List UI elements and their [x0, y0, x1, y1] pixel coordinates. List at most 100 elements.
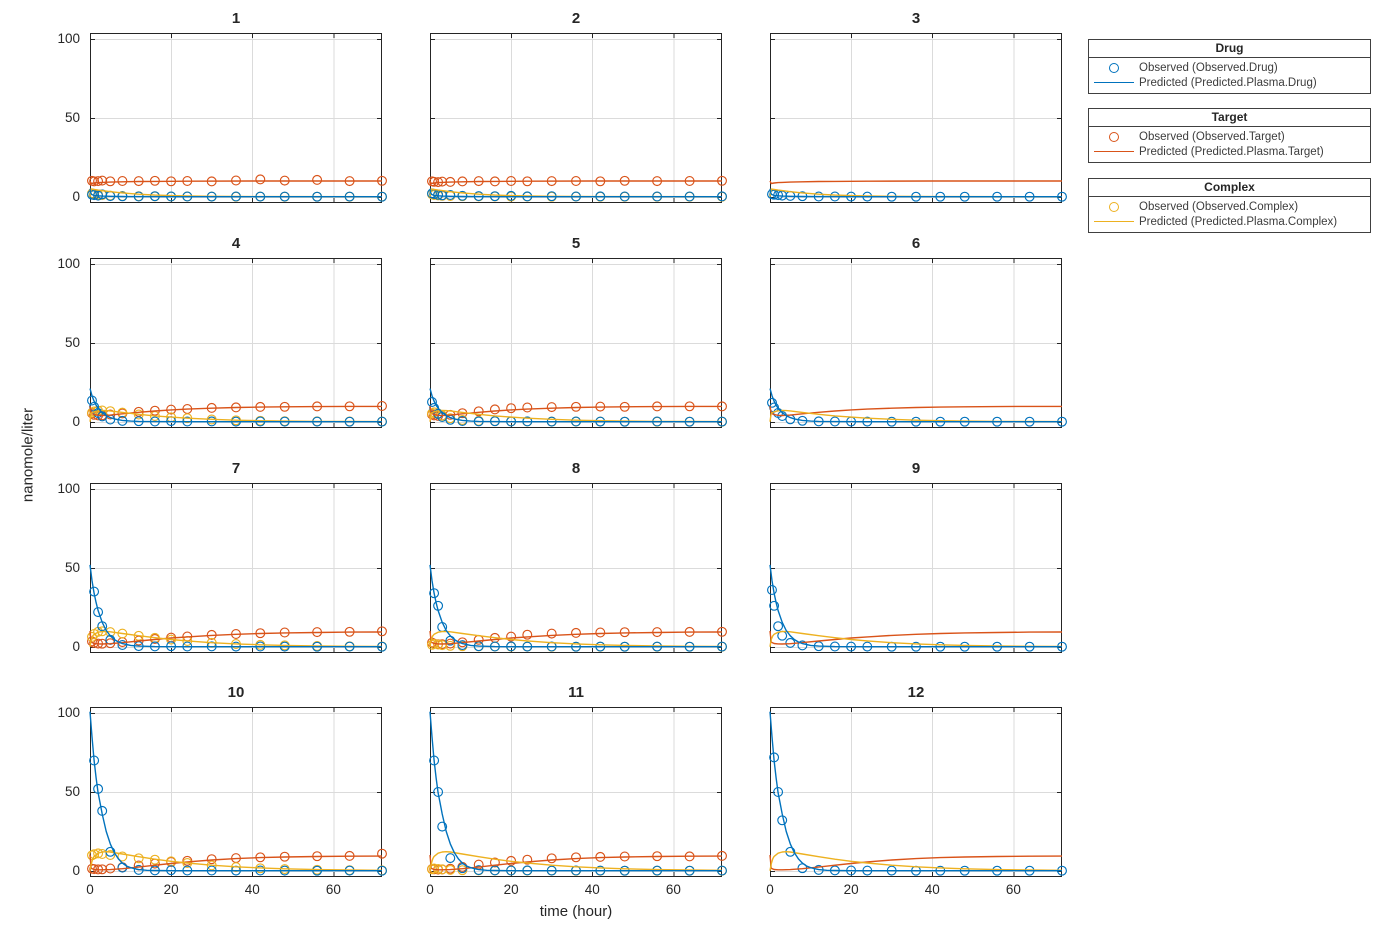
y-axis-label: nanomole/liter: [19, 407, 37, 503]
predicted-line-icon: [1094, 82, 1134, 83]
subplot-11-observed-drug: [429, 755, 727, 876]
grid-lines: [430, 33, 722, 203]
subplot-7-title: 7: [231, 460, 241, 477]
grid-lines: [770, 707, 1062, 877]
grid-lines: [90, 707, 382, 877]
predicted-line-icon: [1094, 151, 1134, 152]
subplot-1-plot: [87, 33, 387, 203]
grid-lines: [90, 483, 382, 653]
legend-entry-label: Predicted (Predicted.Plasma.Complex): [1139, 215, 1338, 228]
y-tick-label: 50: [64, 560, 80, 575]
x-tick-label: 0: [766, 882, 774, 897]
x-tick-label: 60: [325, 882, 341, 897]
legend-drug: Drug Observed (Observed.Drug) Predicted (P…: [1088, 39, 1371, 94]
y-tick-label: 100: [57, 256, 80, 272]
subplot-10-predicted-drug: [89, 711, 382, 872]
subplot-5-plot: [427, 258, 727, 428]
grid-lines: [430, 258, 722, 428]
x-tick-label: 40: [244, 882, 260, 897]
subplot-1-title: 1: [231, 10, 241, 27]
x-tick-label: 0: [86, 882, 94, 897]
x-tick-label: 0: [426, 882, 434, 897]
x-axis-label: time (hour): [539, 903, 613, 920]
subplot-8-predicted-drug: [429, 564, 722, 648]
subplot-10-predicted-target: [89, 854, 383, 871]
subplot-3-observed-drug: [767, 189, 1067, 202]
subplot-8-title: 8: [571, 460, 581, 477]
legend-drug-title: Drug: [1089, 40, 1370, 58]
legend-icon-cell: [1089, 82, 1139, 83]
subplot-11-predicted-drug: [429, 711, 722, 872]
legend-entry-label: Predicted (Predicted.Plasma.Drug): [1139, 76, 1317, 89]
subplot-8-predicted-complex: [429, 630, 723, 648]
legend-entries: Observed (Observed.Target) Predicted (Pre…: [1089, 127, 1370, 162]
subplot-12-title: 12: [907, 684, 925, 701]
y-tick-label: 0: [72, 188, 80, 204]
y-tick-label: 50: [64, 335, 80, 350]
subplot-10-title: 10: [227, 684, 245, 701]
grid-lines: [90, 33, 382, 203]
legend-entry-label: Observed (Observed.Target): [1139, 130, 1285, 143]
subplot-3-predicted-target: [769, 180, 1062, 185]
subplot-8-plot: [427, 483, 727, 653]
legend-entry-label: Predicted (Predicted.Plasma.Target): [1139, 145, 1324, 158]
y-tick-label: 0: [72, 413, 80, 429]
predicted-line-icon: [1094, 221, 1134, 222]
subplot-2-predicted-target: [429, 180, 722, 185]
subplot-10-plot: [87, 707, 387, 877]
legend-entries: Observed (Observed.Drug) Predicted (Predi…: [1089, 58, 1370, 93]
subplot-3-predicted-drug: [769, 188, 1062, 198]
grid-lines: [770, 33, 1062, 203]
y-tick-label: 50: [64, 110, 80, 125]
subplot-6-predicted-drug: [769, 388, 1062, 423]
subplot-7-predicted-complex: [89, 630, 383, 648]
legend-entry: Predicted (Predicted.Plasma.Drug): [1089, 75, 1370, 90]
legend-entry: Observed (Observed.Drug): [1089, 60, 1370, 75]
observed-marker-icon: [1109, 201, 1119, 212]
subplot-4-plot: [87, 258, 387, 428]
grid-lines: [90, 258, 382, 428]
subplot-7-plot: [87, 483, 387, 653]
legend-icon-cell: [1089, 62, 1139, 73]
legend-icon-cell: [1089, 151, 1139, 152]
x-tick-label: 60: [665, 882, 681, 897]
subplot-3-predicted-complex: [769, 188, 1063, 198]
subplot-5-predicted-target: [429, 405, 722, 417]
y-tick-label: 50: [64, 784, 80, 799]
legend-entry: Observed (Observed.Complex): [1089, 199, 1370, 214]
legend-icon-cell: [1089, 221, 1139, 222]
observed-marker-icon: [1109, 131, 1119, 142]
grid-lines: [430, 707, 722, 877]
subplot-12-predicted-drug: [769, 711, 1062, 872]
subplot-9-plot: [767, 483, 1067, 653]
grid-lines: [770, 258, 1062, 428]
axes-box: [430, 258, 722, 428]
subplot-11-title: 11: [568, 684, 584, 701]
y-tick-label: 0: [72, 638, 80, 654]
subplot-4-predicted-target: [89, 405, 382, 417]
subplot-9-title: 9: [911, 460, 921, 477]
subplot-2-predicted-drug: [429, 188, 722, 198]
axes-box: [430, 33, 722, 203]
subplot-9-predicted-drug: [769, 564, 1062, 648]
subplot-2-observed-drug: [427, 188, 727, 202]
subplot-1-observed-drug: [87, 189, 387, 202]
subplot-2-title: 2: [571, 10, 581, 27]
subplot-5-title: 5: [571, 235, 581, 252]
x-tick-label: 20: [163, 882, 179, 897]
subplot-11-plot: [427, 707, 727, 877]
legend-entry-label: Observed (Observed.Complex): [1139, 200, 1299, 213]
x-tick-label: 40: [924, 882, 940, 897]
subplot-3-title: 3: [911, 10, 921, 27]
y-tick-label: 100: [57, 481, 80, 497]
subplot-6-plot: [767, 258, 1067, 428]
subplot-4-predicted-drug: [89, 388, 382, 423]
subplot-1-predicted-target: [89, 180, 382, 185]
axes-box: [90, 707, 382, 877]
subplot-12-predicted-target: [769, 854, 1063, 871]
legend-target: Target Observed (Observed.Target) Predicte…: [1088, 108, 1371, 163]
subplot-4-observed-complex: [87, 405, 387, 427]
grid-lines: [770, 483, 1062, 653]
subplot-5-predicted-drug: [429, 388, 722, 423]
